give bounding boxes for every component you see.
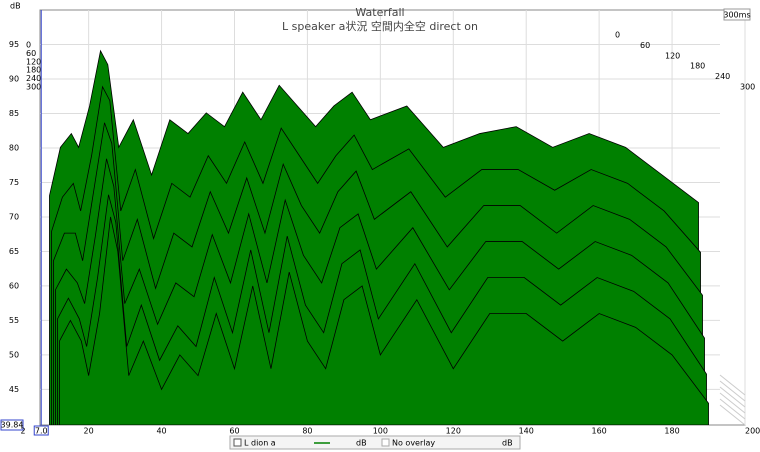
time-tick [719,386,746,408]
legend-entry: L dion a [244,439,276,448]
y-tick-label: 55 [9,316,19,325]
y-tick-label: 80 [9,143,19,152]
legend-checkbox[interactable] [233,438,242,447]
legend: L dion a dB No overlay dB [229,435,521,450]
time-tick-label: 120 [665,51,680,60]
cursor-label: 7.0 [35,427,48,436]
time-tick-label: 240 [715,72,730,81]
x-tick-label: 120 [446,427,461,436]
x-tick-label: 80 [302,427,312,436]
x-tick-label: 40 [156,427,166,436]
y-tick-label: 75 [9,178,19,187]
y-axis-label: dB [10,2,21,11]
legend-unit: dB [502,439,513,448]
time-tick-label: 240 [26,74,41,83]
chart-subtitle: L speaker a状況 空間内全空 direct on [282,19,478,33]
y-range-box [0,419,24,431]
time-tick-label: 60 [640,41,650,50]
time-tick-label: 180 [690,62,705,71]
chart-title: Waterfall [355,6,404,19]
y-tick-label: 85 [9,109,19,118]
y-tick-label: 65 [9,247,19,256]
y-tick-label: 95 [9,40,19,49]
time-tick-label: 60 [26,49,36,58]
time-tick-label: 300 [740,83,755,92]
y-tick-label: 50 [9,350,19,359]
x-tick-label: 180 [664,427,679,436]
x-tick-label: 100 [373,427,388,436]
time-tick [719,404,746,426]
x-tick-label: 2 [20,427,25,436]
y-tick-label: 60 [9,281,19,290]
x-tick-label: 160 [592,427,607,436]
legend-box [229,435,521,450]
y-tick-label: 90 [9,74,19,83]
waterfall-slice [59,216,709,425]
x-tick-label: 140 [519,427,534,436]
time-tick-label: 120 [26,57,41,66]
time-label-box [723,8,751,21]
time-tick [719,398,746,420]
cursor-box [33,425,49,436]
y-tick-label: 45 [9,385,19,394]
time-tick-label: 180 [26,66,41,75]
x-tick-label: 20 [84,427,94,436]
y-tick-label: 39.84 [1,421,24,430]
time-tick [719,380,746,402]
time-tick-label: 300 [26,83,41,92]
legend-checkbox[interactable] [381,438,390,447]
slices [49,49,709,425]
time-tick [719,374,746,396]
x-tick-label: 200 Hz [745,427,760,436]
y-tick-label: 70 [9,212,19,221]
time-label: 300ms [723,11,750,20]
time-tick-label: 0 [26,41,31,50]
time-tick-label: 0 [615,31,620,40]
legend-entry: No overlay [392,439,435,448]
legend-unit: dB [356,439,367,448]
x-tick-label: 60 [229,427,239,436]
time-tick [719,392,746,414]
